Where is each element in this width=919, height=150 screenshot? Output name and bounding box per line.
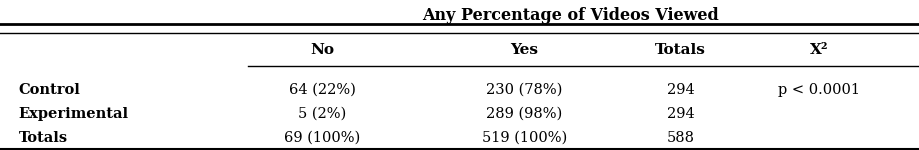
Text: 294: 294 [666,107,694,121]
Text: Any Percentage of Videos Viewed: Any Percentage of Videos Viewed [422,8,718,24]
Text: 588: 588 [666,131,694,145]
Text: 69 (100%): 69 (100%) [284,131,359,145]
Text: X²: X² [809,42,827,57]
Text: Experimental: Experimental [18,107,129,121]
Text: Control: Control [18,83,80,97]
Text: Totals: Totals [18,131,67,145]
Text: 230 (78%): 230 (78%) [485,83,562,97]
Text: 5 (2%): 5 (2%) [298,107,346,121]
Text: 294: 294 [666,83,694,97]
Text: No: No [310,42,334,57]
Text: Totals: Totals [654,42,706,57]
Text: 64 (22%): 64 (22%) [289,83,355,97]
Text: 519 (100%): 519 (100%) [482,131,566,145]
Text: 289 (98%): 289 (98%) [486,107,562,121]
Text: p < 0.0001: p < 0.0001 [777,83,859,97]
Text: Yes: Yes [510,42,538,57]
